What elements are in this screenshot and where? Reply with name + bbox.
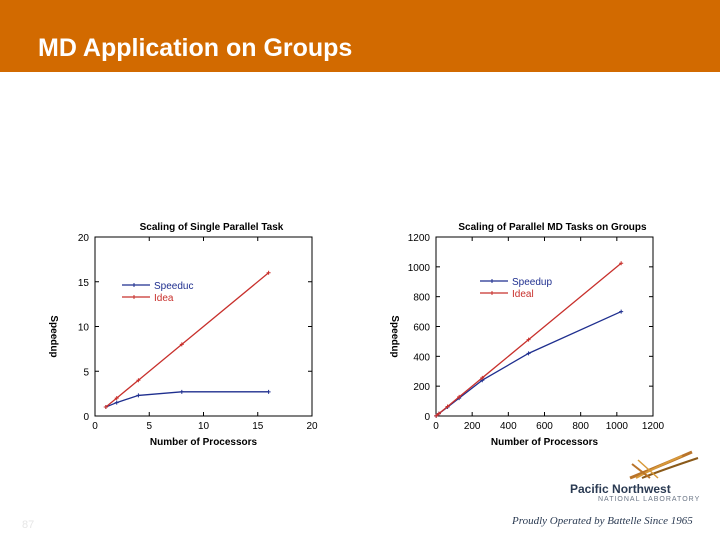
x-tick-label: 1200 <box>642 421 665 432</box>
data-point <box>103 405 108 410</box>
y-tick-label: 10 <box>78 323 90 334</box>
y-tick-label: 1200 <box>408 233 431 244</box>
y-axis-label: Speedup <box>48 315 59 357</box>
y-tick-label: 15 <box>78 278 90 289</box>
y-tick-label: 20 <box>78 233 90 244</box>
data-point <box>619 309 624 314</box>
legend-label: Ideal <box>512 289 534 300</box>
data-point <box>114 396 119 401</box>
x-tick-label: 200 <box>464 421 481 432</box>
header-bar <box>0 0 720 72</box>
series-line-1 <box>105 272 270 408</box>
data-point <box>434 413 439 418</box>
x-tick-label: 10 <box>198 421 210 432</box>
y-tick-label: 0 <box>83 412 89 423</box>
chart-single-parallel-task: 0 5 10 15 20 0 5 10 15 20 Scaling of Single Parall… <box>48 222 318 448</box>
series-line-0 <box>435 310 622 417</box>
data-point <box>266 389 271 394</box>
data-point <box>436 411 441 416</box>
data-point <box>457 394 462 399</box>
slide-title: MD Application on Groups <box>38 34 353 62</box>
data-point <box>266 270 271 275</box>
x-tick-label: 1000 <box>606 421 629 432</box>
logo-mark-icon <box>629 450 699 480</box>
series-line-0 <box>105 391 269 408</box>
pnnl-logo: Pacific Northwest NATIONAL LABORATORY <box>560 448 710 508</box>
legend-label: Idea <box>154 293 174 304</box>
x-tick-label: 15 <box>252 421 264 432</box>
legend-label: Speedup <box>512 277 552 288</box>
data-point <box>619 261 624 266</box>
battelle-tagline: Proudly Operated by Battelle Since 1965 <box>512 515 693 527</box>
y-tick-label: 0 <box>424 412 430 423</box>
page-number: 87 <box>22 519 35 531</box>
chart-title: Scaling of Single Parallel Task <box>140 222 284 233</box>
y-tick-label: 200 <box>413 382 430 393</box>
chart-parallel-md-tasks: 0 200 400 600 800 1000 1200 0 200 400 600 800 1000 12… <box>389 222 665 448</box>
data-point <box>179 389 184 394</box>
y-axis-label: Speedup <box>389 315 400 357</box>
legend-label: Speeduc <box>154 281 193 292</box>
x-axis-label: Number of Processors <box>491 437 599 448</box>
data-point <box>480 375 485 380</box>
x-tick-label: 400 <box>500 421 517 432</box>
data-point <box>445 404 450 409</box>
logo-subtitle: NATIONAL LABORATORY <box>598 496 701 503</box>
x-tick-label: 0 <box>433 421 439 432</box>
data-point <box>136 393 141 398</box>
data-point <box>179 342 184 347</box>
x-tick-label: 0 <box>92 421 98 432</box>
x-tick-label: 600 <box>536 421 553 432</box>
y-tick-label: 800 <box>413 293 430 304</box>
x-tick-label: 5 <box>146 421 152 432</box>
data-point <box>114 400 119 405</box>
x-axis-label: Number of Processors <box>150 437 258 448</box>
y-tick-label: 600 <box>413 323 430 334</box>
data-point <box>526 351 531 356</box>
logo-name: Pacific Northwest <box>570 482 671 496</box>
data-point <box>526 337 531 342</box>
x-tick-label: 800 <box>572 421 589 432</box>
chart-title: Scaling of Parallel MD Tasks on Groups <box>458 222 647 233</box>
y-tick-label: 5 <box>83 367 89 378</box>
data-point <box>136 378 141 383</box>
y-tick-label: 1000 <box>408 263 431 274</box>
y-tick-label: 400 <box>413 352 430 363</box>
x-tick-label: 20 <box>306 421 318 432</box>
